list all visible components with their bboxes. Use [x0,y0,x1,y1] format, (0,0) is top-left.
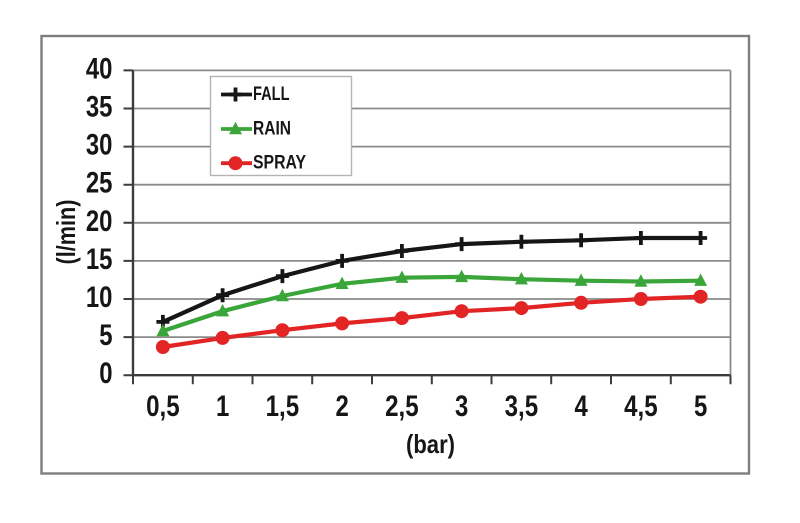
svg-text:0,5: 0,5 [146,390,180,423]
svg-text:35: 35 [86,91,113,124]
svg-text:4,5: 4,5 [624,390,658,423]
svg-text:3,5: 3,5 [505,390,539,423]
svg-text:RAIN: RAIN [253,117,291,139]
svg-text:1,5: 1,5 [266,390,300,423]
svg-text:2,5: 2,5 [385,390,419,423]
svg-text:0: 0 [99,357,112,390]
svg-text:(bar): (bar) [406,429,455,459]
svg-text:15: 15 [86,243,113,276]
svg-text:20: 20 [86,205,113,238]
svg-text:5: 5 [694,390,707,423]
svg-text:40: 40 [86,52,113,85]
svg-text:(l/min): (l/min) [51,200,81,265]
svg-text:SPRAY: SPRAY [253,152,306,174]
svg-text:30: 30 [86,129,113,162]
svg-text:10: 10 [86,281,113,314]
svg-text:5: 5 [99,319,112,352]
svg-text:1: 1 [216,390,229,423]
svg-text:3: 3 [455,390,468,423]
svg-text:4: 4 [574,390,588,423]
svg-text:2: 2 [335,390,348,423]
svg-text:25: 25 [86,167,113,200]
svg-text:FALL: FALL [253,83,290,105]
